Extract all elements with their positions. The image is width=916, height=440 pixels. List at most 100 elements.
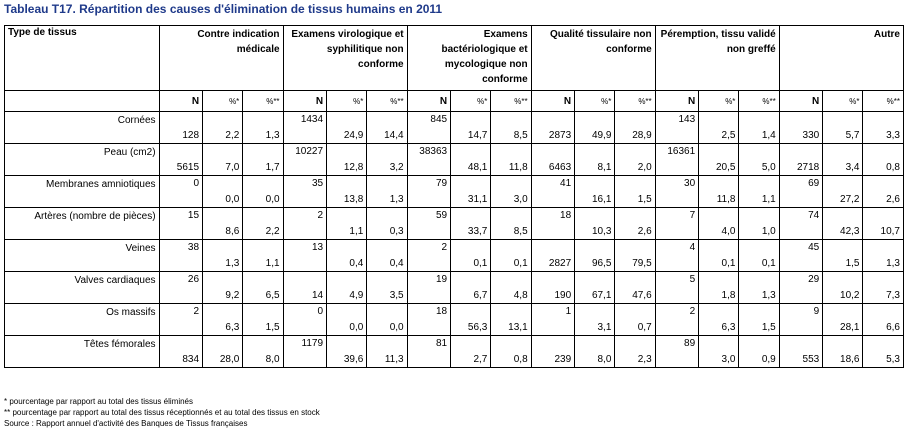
column-header-group: Contre indication médicale (158, 25, 284, 91)
cell-n-value: 38363 (419, 146, 448, 157)
cell-n-value: 7 (689, 210, 696, 221)
cell-n: 6463 (530, 143, 576, 176)
cell-n: 35 (282, 175, 328, 208)
cell-n: 2 (282, 207, 328, 240)
row-label: Valves cardiaques (4, 271, 160, 304)
cell-n: 13 (282, 239, 328, 272)
cell-n-value: 128 (182, 130, 200, 141)
cell-n: 2 (406, 239, 452, 272)
cell-n: 74 (778, 207, 824, 240)
sub-header-pct1: %* (450, 90, 492, 112)
cell-pct1: 2,7 (450, 335, 492, 368)
cell-pct2: 8,5 (490, 207, 532, 240)
cell-pct1: 10,2 (822, 271, 864, 304)
cell-pct1: 1,1 (326, 207, 368, 240)
table-title: Tableau T17. Répartition des causes d'él… (4, 2, 443, 16)
cell-pct1: 4,0 (698, 207, 740, 240)
column-header-group: Qualité tissulaire non conforme (530, 25, 656, 91)
cell-pct2: 47,6 (614, 271, 656, 304)
cell-pct2: 1,1 (242, 239, 284, 272)
cell-pct2: 0,4 (366, 239, 408, 272)
sub-header-pct2: %** (614, 90, 656, 112)
cell-n: 79 (406, 175, 452, 208)
elimination-table: Type de tissus Contre indication médical… (4, 25, 905, 368)
cell-n: 845 (406, 111, 452, 144)
table-row: Artères (nombre de pièces) 15 8,6 2,2 2 1,1 0,… (4, 207, 904, 240)
sub-header-pct1: %* (822, 90, 864, 112)
cell-n: 5615 (158, 143, 204, 176)
cell-pct2: 79,5 (614, 239, 656, 272)
cell-pct2: 0,0 (242, 175, 284, 208)
cell-pct1: 96,5 (574, 239, 616, 272)
cell-n-value: 190 (554, 290, 572, 301)
cell-pct2: 8,5 (490, 111, 532, 144)
cell-n-value: 16361 (667, 146, 696, 157)
sub-header-n: N (406, 90, 452, 112)
cell-n: 10227 (282, 143, 328, 176)
cell-pct2: 3,2 (366, 143, 408, 176)
cell-n-value: 45 (808, 242, 820, 253)
cell-pct2: 13,1 (490, 303, 532, 336)
cell-pct1: 6,7 (450, 271, 492, 304)
sub-header-pct2: %** (862, 90, 904, 112)
cell-n-value: 2 (317, 210, 324, 221)
sub-header-pct1: %* (202, 90, 244, 112)
cell-pct1: 12,8 (326, 143, 368, 176)
cell-n-value: 79 (435, 178, 448, 189)
cell-pct1: 8,0 (574, 335, 616, 368)
sub-header-pct2: %** (738, 90, 780, 112)
cell-pct2: 2,6 (614, 207, 656, 240)
cell-pct2: 3,3 (862, 111, 904, 144)
cell-n: 128 (158, 111, 204, 144)
cell-pct1: 24,9 (326, 111, 368, 144)
row-label: Os massifs (4, 303, 160, 336)
source-note: Source : Rapport annuel d'activité des B… (4, 419, 248, 428)
cell-pct1: 0,4 (326, 239, 368, 272)
sub-header-pct1: %* (574, 90, 616, 112)
cell-n: 0 (158, 175, 204, 208)
cell-n-value: 10227 (295, 146, 324, 157)
cell-pct1: 4,9 (326, 271, 368, 304)
cell-n-value: 330 (802, 130, 820, 141)
table-row: Veines 38 1,3 1,1 13 0,4 0,4 2 0,1 0,1 2827 96,5 79,… (4, 239, 904, 272)
cell-n: 89 (654, 335, 700, 368)
cell-n-value: 4 (689, 242, 696, 253)
table-row: Têtes fémorales 834 28,0 8,0 1179 39,6 11,3 81 2… (4, 335, 904, 368)
cell-pct2: 0,3 (366, 207, 408, 240)
cell-pct2: 0,7 (614, 303, 656, 336)
cell-n-value: 239 (554, 354, 572, 365)
cell-n-value: 2718 (796, 162, 820, 173)
cell-pct1: 28,1 (822, 303, 864, 336)
cell-pct2: 3,0 (490, 175, 532, 208)
sub-header-n: N (654, 90, 700, 112)
sub-header-pct1: %* (698, 90, 740, 112)
cell-pct1: 39,6 (326, 335, 368, 368)
cell-pct2: 28,9 (614, 111, 656, 144)
cell-pct1: 20,5 (698, 143, 740, 176)
cell-n: 29 (778, 271, 824, 304)
sub-header-pct2: %** (490, 90, 532, 112)
cell-pct1: 6,3 (202, 303, 244, 336)
cell-n: 2 (158, 303, 204, 336)
cell-pct1: 18,6 (822, 335, 864, 368)
group-header-row: Type de tissus Contre indication médical… (4, 25, 905, 91)
cell-pct2: 2,0 (614, 143, 656, 176)
cell-n-value: 2 (689, 306, 696, 317)
cell-pct2: 1,3 (242, 111, 284, 144)
cell-n-value: 845 (430, 114, 448, 125)
cell-n-value: 553 (802, 354, 820, 365)
cell-n-value: 18 (560, 210, 572, 221)
cell-n: 190 (530, 271, 576, 304)
cell-n: 7 (654, 207, 700, 240)
cell-n-value: 69 (808, 178, 820, 189)
cell-pct1: 2,5 (698, 111, 740, 144)
cell-pct2: 0,0 (366, 303, 408, 336)
cell-n: 14 (282, 271, 328, 304)
cell-pct1: 5,7 (822, 111, 864, 144)
cell-pct1: 48,1 (450, 143, 492, 176)
cell-pct2: 7,3 (862, 271, 904, 304)
cell-n-value: 18 (435, 306, 448, 317)
cell-pct2: 14,4 (366, 111, 408, 144)
cell-n-value: 1179 (301, 338, 324, 349)
cell-pct2: 11,3 (366, 335, 408, 368)
